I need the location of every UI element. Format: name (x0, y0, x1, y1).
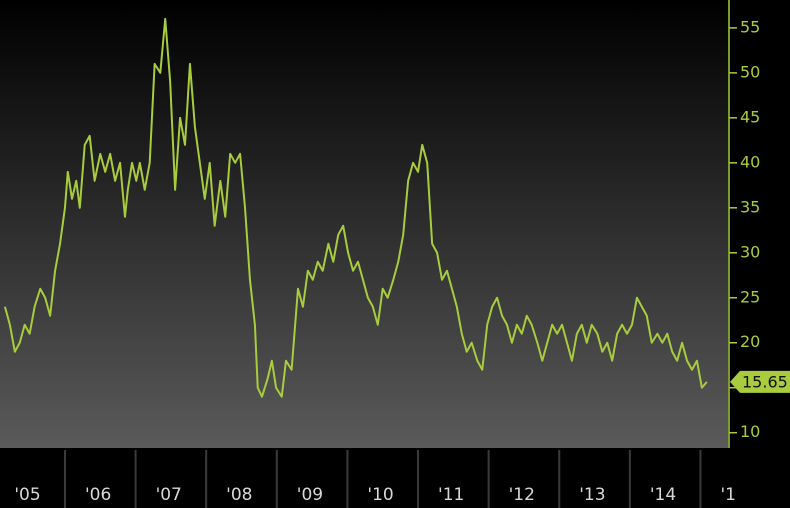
x-tick-label: '11 (438, 485, 464, 505)
x-tick-label: '08 (226, 485, 252, 505)
x-tick-label: '06 (85, 485, 111, 505)
y-tick-label: 25 (740, 287, 760, 306)
y-tick-label: 10 (740, 422, 760, 441)
y-tick-label: 55 (740, 17, 760, 36)
x-tick-label: '13 (579, 485, 605, 505)
x-tick-label: '12 (509, 485, 535, 505)
y-tick-label: 50 (740, 62, 760, 81)
data-line (3, 17, 708, 398)
x-tick-label: '07 (156, 485, 182, 505)
current-value-label: 15.65 (742, 372, 788, 391)
y-tick-label: 40 (740, 152, 760, 171)
x-tick-label: '1 (720, 485, 736, 505)
y-tick-label: 35 (740, 197, 760, 216)
current-value-tag (730, 370, 790, 393)
y-tick-label: 20 (740, 332, 760, 351)
y-tick-label: 45 (740, 107, 760, 126)
plot-clip (3, 17, 708, 398)
y-tick-label: 30 (740, 242, 760, 261)
plot-area (0, 0, 728, 448)
x-tick-label: '10 (367, 485, 393, 505)
x-tick-label: '14 (650, 485, 676, 505)
x-tick-label: '05 (14, 485, 40, 505)
x-tick-label: '09 (297, 485, 323, 505)
